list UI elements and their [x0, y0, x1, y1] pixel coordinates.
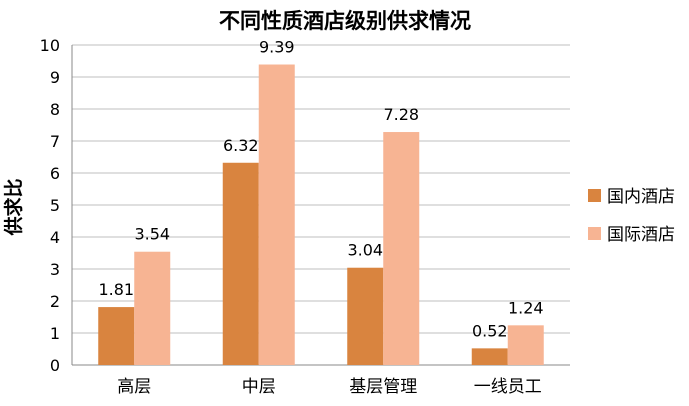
data-label: 0.52	[472, 321, 508, 340]
legend-swatch	[588, 189, 601, 202]
bars	[98, 64, 544, 366]
data-label: 3.04	[347, 241, 383, 260]
data-label: 7.28	[383, 105, 419, 124]
y-tick-label: 0	[50, 356, 60, 375]
bar	[222, 162, 259, 365]
legend-entry: 国内酒店	[607, 187, 675, 207]
legend-swatch	[588, 227, 601, 240]
bar	[383, 132, 420, 365]
data-label: 3.54	[134, 225, 170, 244]
y-tick-label: 7	[50, 132, 60, 151]
bar	[471, 348, 508, 365]
category-label: 一线员工	[474, 377, 542, 397]
data-label: 1.24	[508, 298, 544, 317]
bar	[134, 251, 171, 365]
y-tick-label: 3	[50, 260, 60, 279]
legend-entry: 国际酒店	[607, 225, 675, 245]
y-tick-label: 4	[50, 228, 60, 247]
bar	[507, 325, 544, 365]
data-labels: 1.81 3.54 6.32 9.39 3.04 7.28 0.521.24	[98, 38, 543, 341]
y-axis-label: 供求比	[2, 178, 25, 236]
y-tick-label: 1	[50, 324, 60, 343]
category-label: 基层管理	[349, 377, 417, 397]
category-labels: 高层 中层 基层管理 一线员工	[117, 377, 542, 397]
bar	[98, 307, 135, 365]
y-tick-label: 10	[40, 36, 60, 55]
y-tick-label: 5	[50, 196, 60, 215]
y-tick-label: 9	[50, 68, 60, 87]
y-tick-label: 6	[50, 164, 60, 183]
chart-title: 不同性质酒店级别供求情况	[219, 8, 471, 33]
y-tick-label: 8	[50, 100, 60, 119]
bar	[258, 64, 295, 366]
data-label: 6.32	[223, 136, 259, 155]
y-tick-label: 2	[50, 292, 60, 311]
category-label: 高层	[117, 377, 151, 397]
y-tick-labels: 0 1 2 3 4 5 6 7 8 9 10	[40, 36, 60, 375]
category-label: 中层	[242, 377, 276, 397]
data-label: 1.81	[98, 280, 134, 299]
data-label: 9.39	[259, 38, 295, 57]
bar	[347, 267, 384, 365]
